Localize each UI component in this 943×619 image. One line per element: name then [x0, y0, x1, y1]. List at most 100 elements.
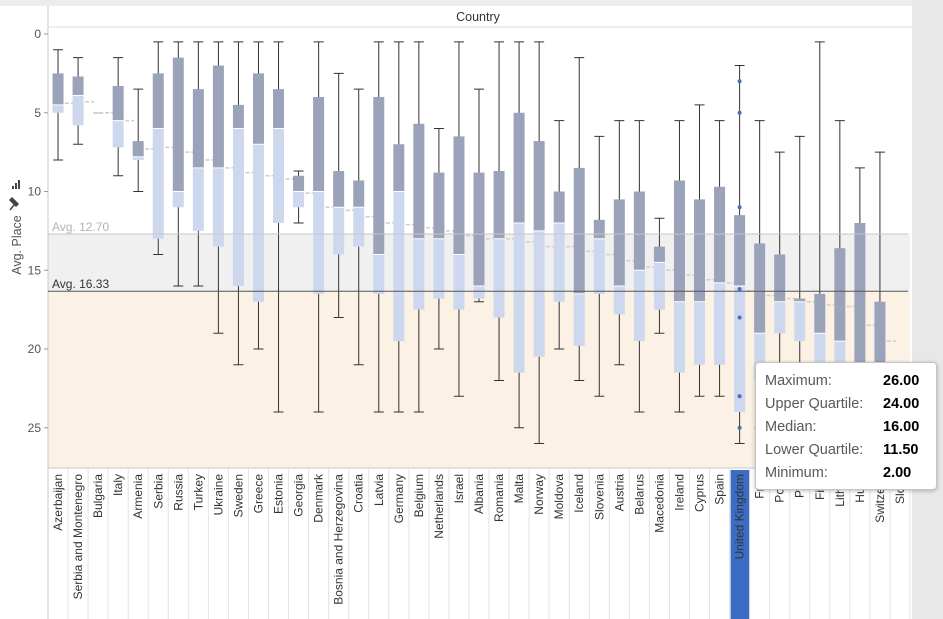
x-tick-label[interactable]: Azerbaijan: [51, 474, 65, 531]
x-tick-label[interactable]: Denmark: [312, 473, 326, 523]
box-azerbaijan[interactable]: [52, 49, 64, 161]
x-tick-label[interactable]: Bosnia and Herzegovina: [332, 474, 346, 605]
box-upper[interactable]: [373, 97, 385, 255]
box-lower[interactable]: [694, 301, 706, 365]
box-croatia[interactable]: [353, 88, 365, 366]
box-serbia-and-montenegro[interactable]: [72, 57, 84, 145]
box-upper[interactable]: [533, 141, 545, 231]
box-lower[interactable]: [513, 223, 525, 373]
box-upper[interactable]: [353, 180, 365, 208]
x-tick-label[interactable]: Italy: [111, 474, 125, 496]
x-tick-label[interactable]: Iceland: [572, 474, 586, 513]
box-lower[interactable]: [673, 301, 685, 373]
box-lower[interactable]: [293, 191, 305, 208]
box-upper[interactable]: [273, 89, 285, 129]
box-sweden[interactable]: [232, 41, 244, 366]
box-lower[interactable]: [593, 238, 605, 294]
x-tick-label[interactable]: Cyprus: [693, 474, 707, 512]
x-tick-label[interactable]: Estonia: [272, 474, 286, 514]
box-upper[interactable]: [673, 180, 685, 302]
x-tick-label[interactable]: United Kingdom: [733, 474, 747, 559]
box-lower[interactable]: [313, 191, 325, 294]
box-lower[interactable]: [373, 254, 385, 294]
box-lower[interactable]: [112, 120, 124, 148]
x-tick-label[interactable]: Netherlands: [432, 474, 446, 539]
box-upper[interactable]: [734, 215, 746, 286]
box-italy[interactable]: [112, 57, 124, 177]
box-slovenia[interactable]: [593, 135, 605, 397]
x-tick-label[interactable]: Austria: [612, 474, 626, 512]
x-tick-label[interactable]: Armenia: [131, 474, 145, 519]
box-upper[interactable]: [293, 175, 305, 192]
box-upper[interactable]: [413, 123, 425, 239]
box-lower[interactable]: [754, 333, 766, 381]
box-upper[interactable]: [834, 248, 846, 342]
box-malta[interactable]: [513, 41, 525, 429]
data-point[interactable]: [737, 79, 742, 84]
box-macedonia[interactable]: [653, 217, 665, 334]
box-upper[interactable]: [333, 171, 345, 208]
data-point[interactable]: [737, 287, 742, 292]
data-point[interactable]: [737, 425, 742, 430]
box-upper[interactable]: [633, 191, 645, 271]
box-lower[interactable]: [273, 128, 285, 224]
box-lower[interactable]: [252, 144, 264, 302]
boxes[interactable]: [52, 41, 906, 444]
x-tick-label[interactable]: Georgia: [292, 474, 306, 517]
box-upper[interactable]: [252, 73, 264, 145]
box-turkey[interactable]: [192, 41, 204, 287]
x-tick-label[interactable]: Romania: [492, 474, 506, 522]
box-upper[interactable]: [874, 301, 886, 365]
box-netherlands[interactable]: [433, 128, 445, 350]
x-tick-label[interactable]: Albania: [472, 474, 486, 514]
box-upper[interactable]: [212, 65, 224, 168]
box-upper[interactable]: [132, 141, 144, 157]
box-upper[interactable]: [493, 171, 505, 239]
box-georgia[interactable]: [293, 170, 305, 224]
box-lower[interactable]: [714, 282, 726, 365]
box-lower[interactable]: [814, 333, 826, 381]
box-ukraine[interactable]: [212, 41, 224, 334]
box-upper[interactable]: [794, 298, 806, 302]
x-tick-label[interactable]: Germany: [392, 474, 406, 523]
data-point[interactable]: [737, 110, 742, 115]
box-upper[interactable]: [232, 104, 244, 129]
vertical-scrollbar[interactable]: [912, 0, 943, 619]
box-upper[interactable]: [573, 167, 585, 294]
box-romania[interactable]: [493, 41, 505, 381]
x-tick-label[interactable]: Sweden: [231, 474, 245, 517]
box-lower[interactable]: [52, 104, 64, 113]
x-tick-label[interactable]: Israel: [452, 474, 466, 503]
x-tick-label[interactable]: Belarus: [632, 474, 646, 515]
box-lower[interactable]: [212, 167, 224, 247]
box-lower[interactable]: [633, 270, 645, 342]
x-tick-label[interactable]: Macedonia: [652, 474, 666, 533]
box-lower[interactable]: [533, 230, 545, 357]
box-upper[interactable]: [593, 219, 605, 239]
box-lower[interactable]: [152, 128, 164, 239]
x-tick-label[interactable]: Greece: [251, 474, 265, 514]
x-tick-label[interactable]: Turkey: [191, 474, 205, 510]
box-ireland[interactable]: [673, 120, 685, 413]
x-tick-label[interactable]: Norway: [532, 474, 546, 515]
box-lower[interactable]: [453, 254, 465, 310]
box-belgium[interactable]: [413, 41, 425, 413]
box-lower[interactable]: [774, 301, 786, 334]
box-albania[interactable]: [473, 88, 485, 303]
boxplot-chart[interactable]: Avg. 12.70 Avg. 16.33 0 5 10 15 20 25 Azerbaij…: [0, 0, 912, 619]
box-moldova[interactable]: [553, 120, 565, 350]
x-tick-label[interactable]: Russia: [171, 474, 185, 511]
box-germany[interactable]: [393, 41, 405, 413]
box-denmark[interactable]: [313, 41, 325, 413]
sort-icon[interactable]: [12, 180, 20, 189]
box-belarus[interactable]: [633, 120, 645, 413]
box-upper[interactable]: [854, 223, 866, 365]
data-point[interactable]: [737, 205, 742, 210]
box-upper[interactable]: [513, 112, 525, 223]
box-lower[interactable]: [393, 191, 405, 342]
box-russia[interactable]: [172, 41, 184, 287]
x-axis[interactable]: Azerbaijan Serbia and Montenegro Bulgaria I…: [51, 468, 911, 619]
box-upper[interactable]: [714, 186, 726, 283]
box-lower[interactable]: [734, 286, 746, 412]
box-lower[interactable]: [192, 167, 204, 231]
